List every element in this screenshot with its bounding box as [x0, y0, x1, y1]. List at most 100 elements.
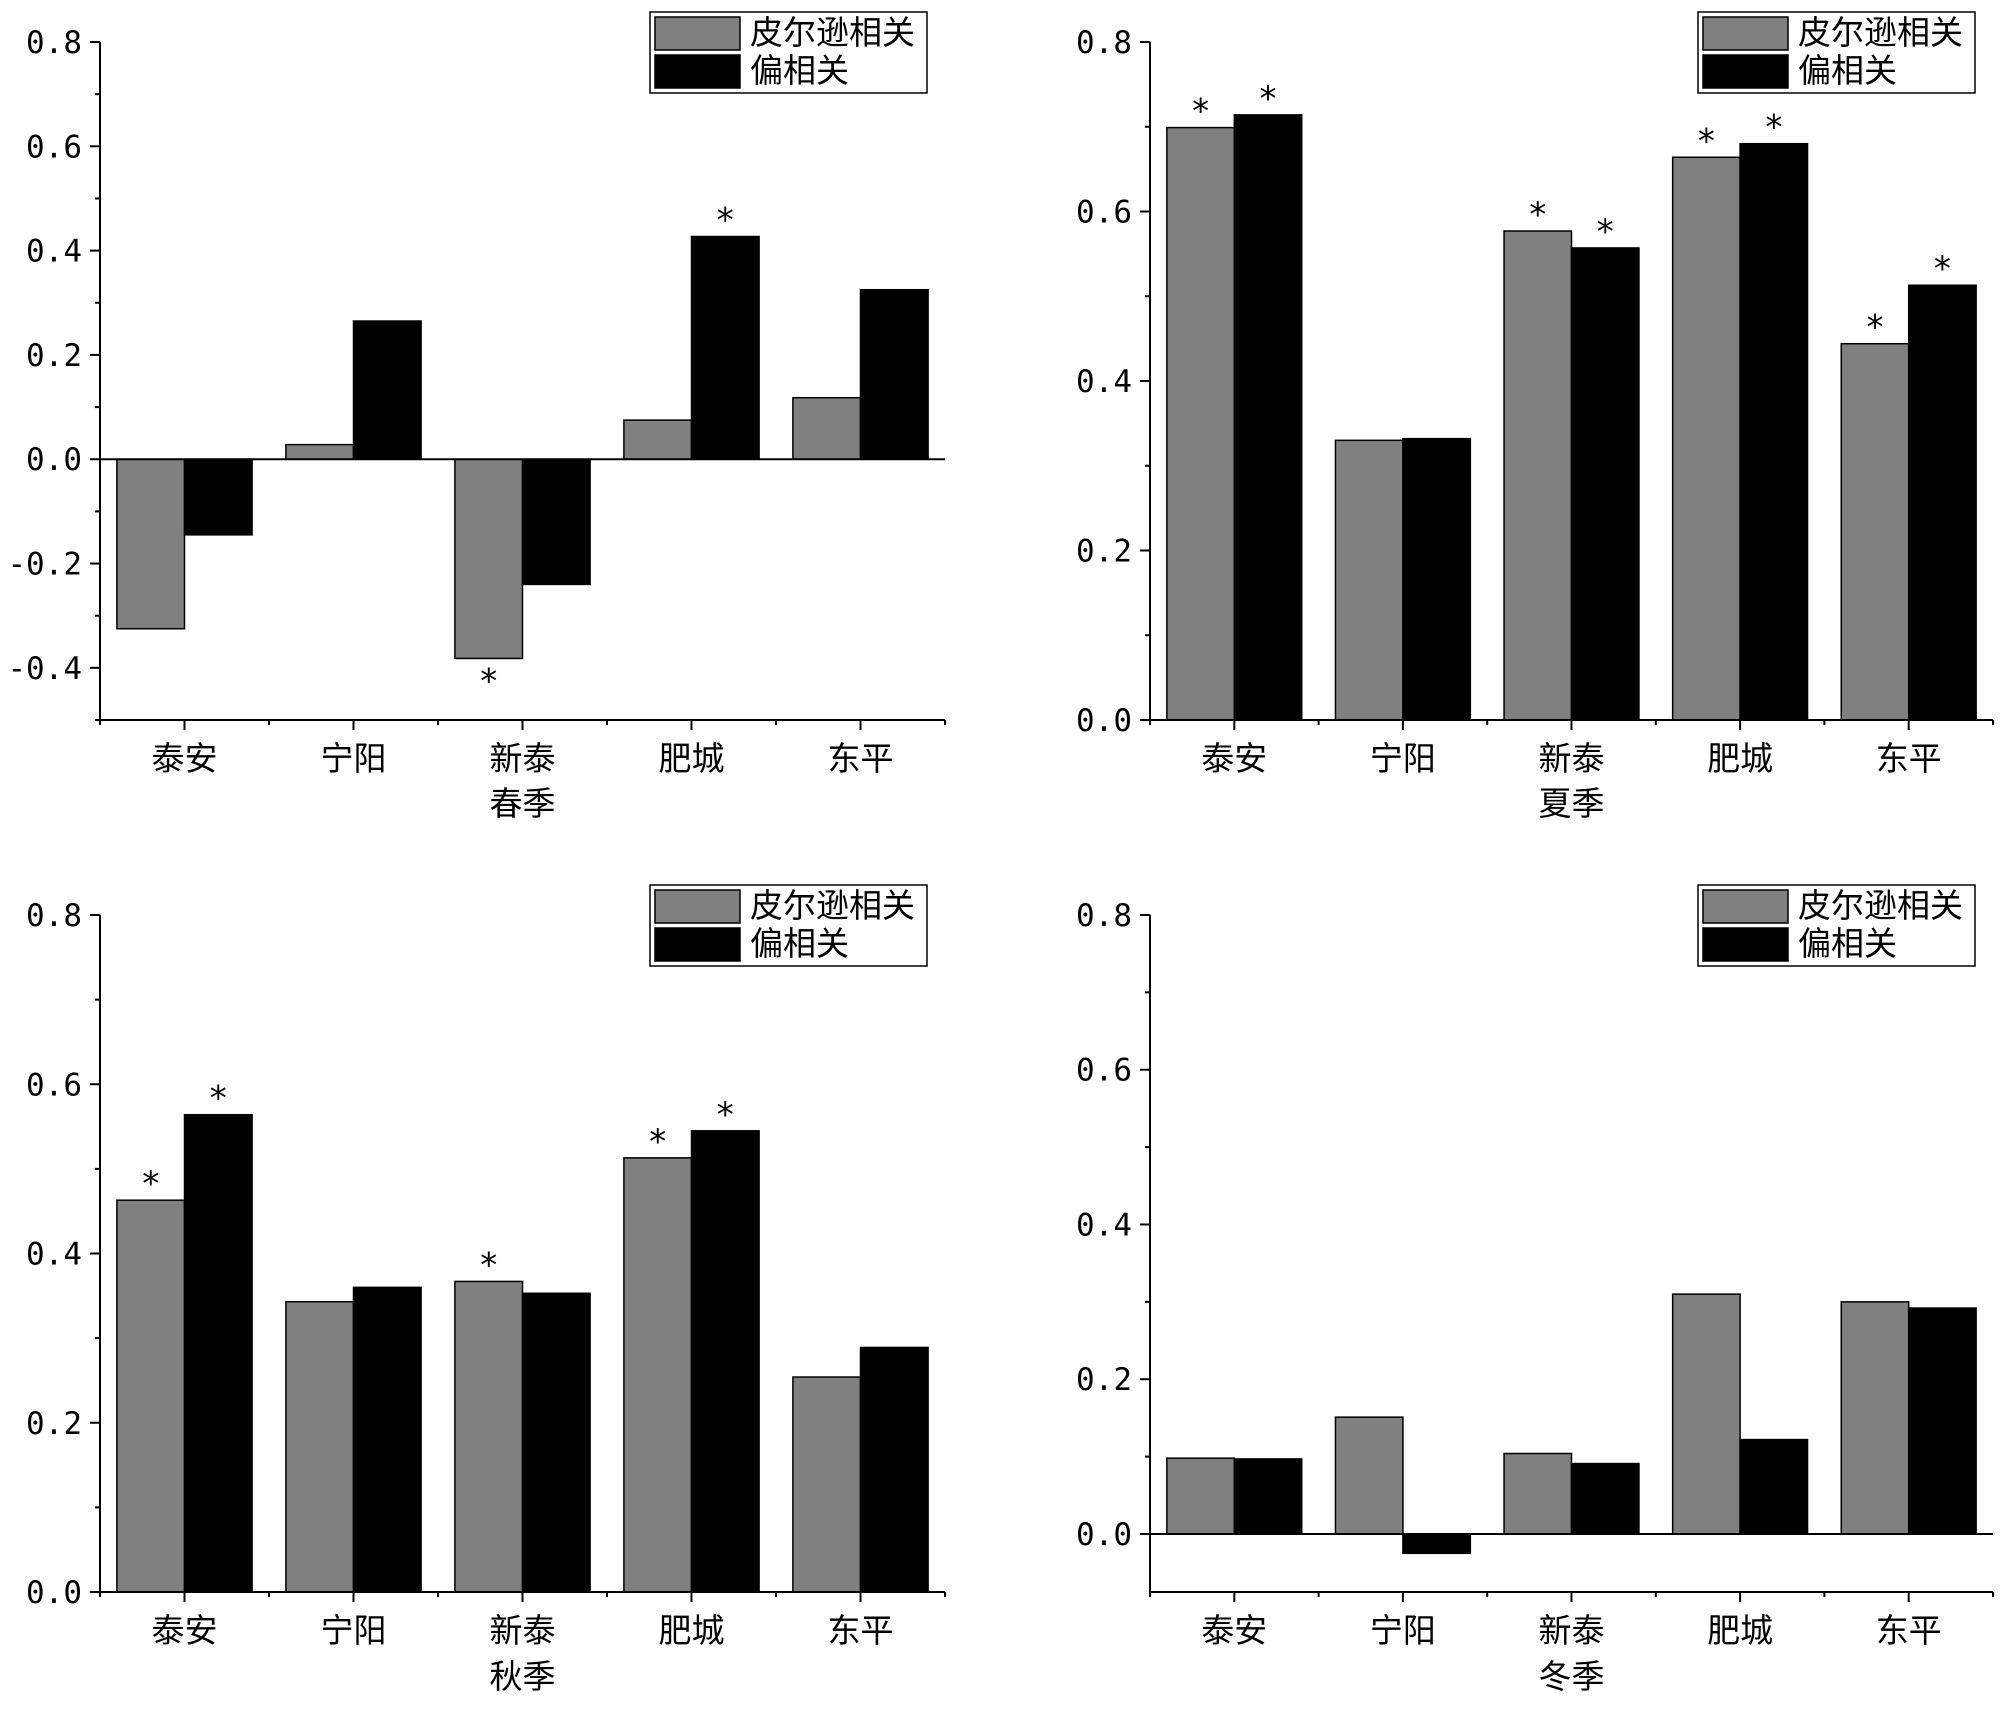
y-tick-label: 0.8: [1076, 25, 1132, 61]
y-tick-label: 0.2: [26, 338, 82, 374]
bar-pearson-summer-0: [1166, 126, 1236, 721]
y-tick-label: 0.8: [26, 25, 82, 61]
category-label: 新泰: [1539, 1611, 1605, 1650]
bar-partial-summer-3: [1739, 142, 1809, 721]
bar-partial-spring-1: [352, 320, 422, 460]
category-label: 东平: [1876, 739, 1942, 778]
y-tick-label: -0.4: [7, 651, 82, 687]
y-tick-label: 0.6: [26, 129, 82, 165]
bar-pearson-spring-0: [116, 458, 186, 630]
y-tick-label: 0.8: [26, 898, 82, 934]
bar-partial-spring-3: [690, 235, 760, 460]
significance-star: *: [1866, 308, 1883, 348]
y-tick-label: 0.4: [1076, 364, 1132, 400]
legend-swatch-pearson: [1702, 889, 1789, 924]
season-title-summer: 夏季: [1539, 784, 1605, 823]
bar-pearson-summer-1: [1334, 439, 1404, 721]
bar-partial-winter-4: [1907, 1307, 1977, 1535]
y-tick-label: 0.4: [26, 1237, 82, 1273]
bar-partial-spring-4: [859, 288, 929, 460]
y-tick-label: 0.2: [1076, 534, 1132, 570]
legend-swatch-partial: [1702, 54, 1789, 89]
y-tick-label: 0.8: [1076, 898, 1132, 934]
significance-star: *: [1529, 195, 1546, 235]
bar-pearson-summer-4: [1840, 342, 1910, 721]
chart-panel-spring: 泰安 宁阳 * 新泰 * 肥城 东平 -0.4 -0.2 0.0 0.2 0.4 0.6 0.8 皮尔逊相关…: [7, 11, 946, 823]
category-label: 东平: [828, 1611, 894, 1650]
significance-star: *: [1597, 212, 1614, 252]
legend-swatch-partial: [1702, 927, 1789, 962]
y-tick-label: 0.6: [1076, 195, 1132, 231]
bar-partial-autumn-1: [352, 1286, 422, 1593]
legend-label-pearson: 皮尔逊相关: [1798, 13, 1963, 52]
legend-label-pearson: 皮尔逊相关: [1798, 886, 1963, 925]
category-label: 新泰: [490, 1611, 556, 1650]
y-tick-label: 0.2: [26, 1406, 82, 1442]
significance-star: *: [1934, 249, 1951, 289]
legend-label-pearson: 皮尔逊相关: [750, 13, 915, 52]
significance-star: *: [210, 1079, 227, 1119]
significance-star: *: [1192, 92, 1209, 132]
bar-pearson-winter-1: [1334, 1416, 1404, 1535]
y-tick-label: 0.0: [1076, 703, 1132, 739]
significance-star: *: [1765, 108, 1782, 148]
significance-star: *: [717, 1095, 734, 1135]
bar-pearson-autumn-3: [623, 1157, 693, 1593]
significance-star: *: [480, 1245, 497, 1285]
y-tick-label: 0.0: [26, 442, 82, 478]
y-tick-label: 0.2: [1076, 1362, 1132, 1398]
category-label: 肥城: [1707, 739, 1773, 778]
category-label: 宁阳: [1370, 739, 1436, 778]
y-tick-label: 0.4: [26, 234, 82, 270]
bar-pearson-summer-3: [1671, 156, 1741, 721]
category-label: 宁阳: [321, 739, 387, 778]
chart-panel-summer: * * 泰安 宁阳 * * 新泰 * * 肥城 * * 东平 0.0 0.2 0.4 0.6 0.8 皮尔逊相关偏相…: [1076, 11, 1994, 823]
bar-partial-winter-0: [1233, 1458, 1303, 1535]
season-title-spring: 春季: [490, 784, 556, 823]
bar-partial-summer-0: [1233, 114, 1303, 721]
legend-swatch-pearson: [654, 16, 741, 51]
category-label: 新泰: [1539, 739, 1605, 778]
y-tick-label: 0.6: [26, 1067, 82, 1103]
category-label: 泰安: [152, 739, 218, 778]
legend-label-partial: 偏相关: [750, 51, 849, 90]
bar-pearson-winter-2: [1503, 1452, 1573, 1535]
y-tick-label: -0.2: [7, 547, 82, 583]
bar-pearson-winter-0: [1166, 1457, 1236, 1535]
bar-pearson-summer-2: [1503, 230, 1573, 721]
bar-pearson-winter-3: [1671, 1293, 1741, 1535]
y-tick-label: 0.6: [1076, 1053, 1132, 1089]
bar-pearson-winter-4: [1840, 1301, 1910, 1535]
season-title-winter: 冬季: [1539, 1657, 1605, 1696]
significance-star: *: [480, 661, 497, 701]
bar-pearson-spring-4: [792, 396, 862, 460]
bar-partial-spring-0: [183, 458, 253, 536]
legend-swatch-partial: [654, 927, 741, 962]
bar-pearson-spring-1: [285, 443, 355, 460]
significance-star: *: [1698, 121, 1715, 161]
bar-partial-winter-1: [1402, 1533, 1472, 1555]
bar-pearson-autumn-1: [285, 1300, 355, 1593]
legend-swatch-pearson: [1702, 16, 1789, 51]
bar-partial-summer-1: [1402, 437, 1472, 721]
bar-pearson-autumn-0: [116, 1199, 186, 1593]
category-label: 东平: [828, 739, 894, 778]
bar-pearson-autumn-4: [792, 1376, 862, 1593]
y-tick-label: 0.0: [26, 1575, 82, 1611]
season-title-autumn: 秋季: [490, 1657, 556, 1696]
legend-label-partial: 偏相关: [1798, 924, 1897, 963]
category-label: 新泰: [490, 739, 556, 778]
category-label: 泰安: [152, 1611, 218, 1650]
category-label: 肥城: [659, 739, 725, 778]
bar-partial-autumn-3: [690, 1130, 760, 1593]
significance-star: *: [1260, 79, 1277, 119]
category-label: 泰安: [1201, 739, 1267, 778]
legend-swatch-pearson: [654, 889, 741, 924]
bar-partial-winter-2: [1570, 1462, 1640, 1535]
legend-swatch-partial: [654, 54, 741, 89]
bar-partial-autumn-0: [183, 1113, 253, 1593]
bar-pearson-autumn-2: [454, 1280, 524, 1593]
